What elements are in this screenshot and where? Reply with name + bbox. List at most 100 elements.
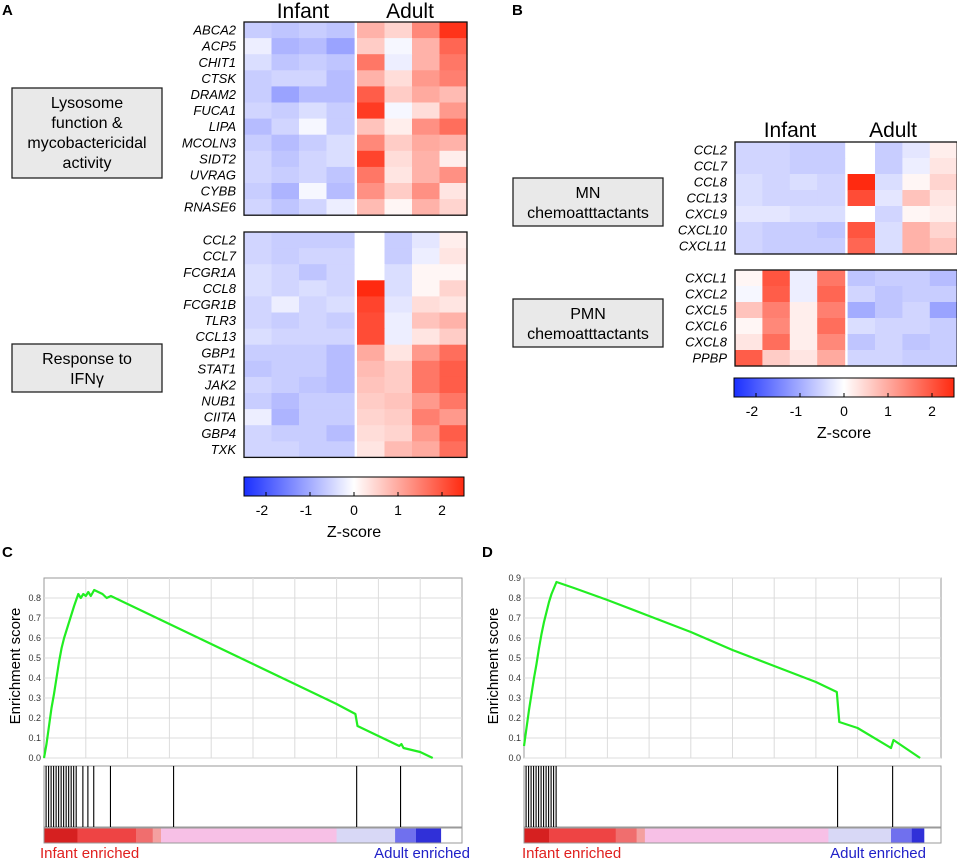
y-tick-label: 0.3 (28, 693, 41, 703)
heatmap-cell (384, 344, 413, 362)
heatmap-cell (299, 425, 328, 442)
heatmap-cell (929, 222, 957, 239)
category-label-line: chemoatttactants (527, 326, 649, 343)
heatmap-cell (299, 264, 328, 281)
heatmap-cell (244, 54, 273, 71)
heatmap-cell (412, 183, 441, 200)
heatmap-cell (326, 360, 355, 378)
heatmap-cell (271, 54, 300, 71)
colorbar-tick-label: -1 (300, 502, 313, 518)
heatmap-cell (244, 118, 273, 136)
gene-label: CCL8 (203, 281, 237, 296)
heatmap-cell (384, 425, 413, 442)
heatmap-cell (439, 360, 468, 378)
heatmap-cell (412, 280, 441, 297)
y-tick-label: 0.1 (508, 733, 521, 743)
heatmap-cell (384, 376, 413, 394)
heatmap-cell (326, 166, 355, 184)
heatmap-cell (439, 344, 468, 362)
heatmap-cell (902, 334, 931, 351)
heatmap-cell (439, 150, 468, 168)
gene-label: SIDT2 (199, 151, 237, 166)
heatmap-cell (271, 393, 300, 410)
heatmap-cell (847, 206, 876, 223)
heatmap-cell (412, 86, 441, 104)
heatmap-cell (357, 183, 386, 200)
heatmap-cell (326, 441, 355, 458)
heatmap-cell (439, 248, 468, 265)
heatmap-cell (384, 409, 413, 426)
category-label-line: mycobactericidal (27, 135, 146, 152)
heatmap-cell (847, 174, 876, 191)
heatmap-cell (412, 70, 441, 87)
heatmap-cell (735, 334, 763, 351)
heatmap-cell (817, 190, 846, 207)
rank-bar-frame (43, 827, 463, 844)
heatmap-cell (762, 222, 791, 239)
category-label-line: IFNγ (70, 371, 104, 388)
rank-bar-segment (441, 828, 463, 843)
heatmap-cell (412, 376, 441, 394)
heatmap-cell (244, 232, 273, 249)
heatmap-cell (357, 376, 386, 394)
heatmap-cell (244, 70, 273, 87)
heatmap-cell (817, 334, 846, 351)
heatmap-cell (735, 238, 763, 255)
heatmap-cell (299, 150, 328, 168)
gene-label: ABCA2 (192, 23, 236, 38)
heatmap-cell (735, 222, 763, 239)
heatmap-cell (439, 199, 468, 216)
gene-label: GBP4 (201, 426, 236, 441)
category-label-line: PMN (570, 306, 606, 323)
gene-label: CXCL1 (685, 271, 727, 286)
heatmap-cell (299, 393, 328, 410)
heatmap-cell (875, 302, 903, 319)
heatmap-cell (384, 86, 413, 104)
heatmap-block-frame (243, 231, 468, 459)
panel-D-y-axis-label: Enrichment score (485, 608, 502, 725)
gene-label: CCL7 (694, 159, 728, 174)
heatmap-cell (875, 174, 903, 191)
rank-bar-segment (336, 828, 396, 843)
gene-label: CXCL8 (685, 335, 728, 350)
gene-label: CXCL6 (685, 319, 728, 334)
colorbar-tick-label: 0 (350, 502, 358, 518)
heatmap-cell (412, 118, 441, 136)
heatmap-cell (412, 54, 441, 71)
heatmap-cell (326, 312, 355, 330)
gene-label: CCL7 (203, 249, 237, 264)
heatmap-cell (412, 360, 441, 378)
gene-label: STAT1 (197, 361, 236, 376)
rank-bar-segment (395, 828, 417, 843)
heatmap-cell (439, 232, 468, 249)
rank-bar-segment (77, 828, 137, 843)
heatmap-cell (357, 86, 386, 104)
heatmap-cell (439, 102, 468, 120)
panel-A-category-ifng: Response to IFNγ (11, 343, 163, 393)
heatmap-cell (244, 38, 273, 55)
heatmap-cell (875, 334, 903, 351)
heatmap-cell (299, 312, 328, 330)
heatmap-cell (847, 222, 876, 239)
category-label-line: Lysosome (51, 95, 123, 112)
gene-label: TLR3 (204, 313, 237, 328)
heatmap-cell (271, 183, 300, 200)
heatmap-cell (271, 441, 300, 458)
heatmap-cell (412, 22, 441, 39)
heatmap-cell (439, 425, 468, 442)
heatmap-cell (439, 280, 468, 297)
heatmap-cell (384, 312, 413, 330)
heatmap-cell (439, 38, 468, 55)
heatmap-cell (789, 142, 818, 159)
category-label-line: function & (51, 115, 122, 132)
gene-label: CCL8 (694, 175, 728, 190)
heatmap-cell (299, 280, 328, 297)
heatmap-cell (875, 318, 903, 335)
heatmap-cell (299, 232, 328, 249)
heatmap-cell (789, 222, 818, 239)
heatmap-cell (735, 158, 763, 175)
heatmap-cell (847, 270, 876, 287)
heatmap-cell (326, 22, 355, 39)
heatmap-cell (875, 222, 903, 239)
rank-bar-segment (615, 828, 638, 843)
